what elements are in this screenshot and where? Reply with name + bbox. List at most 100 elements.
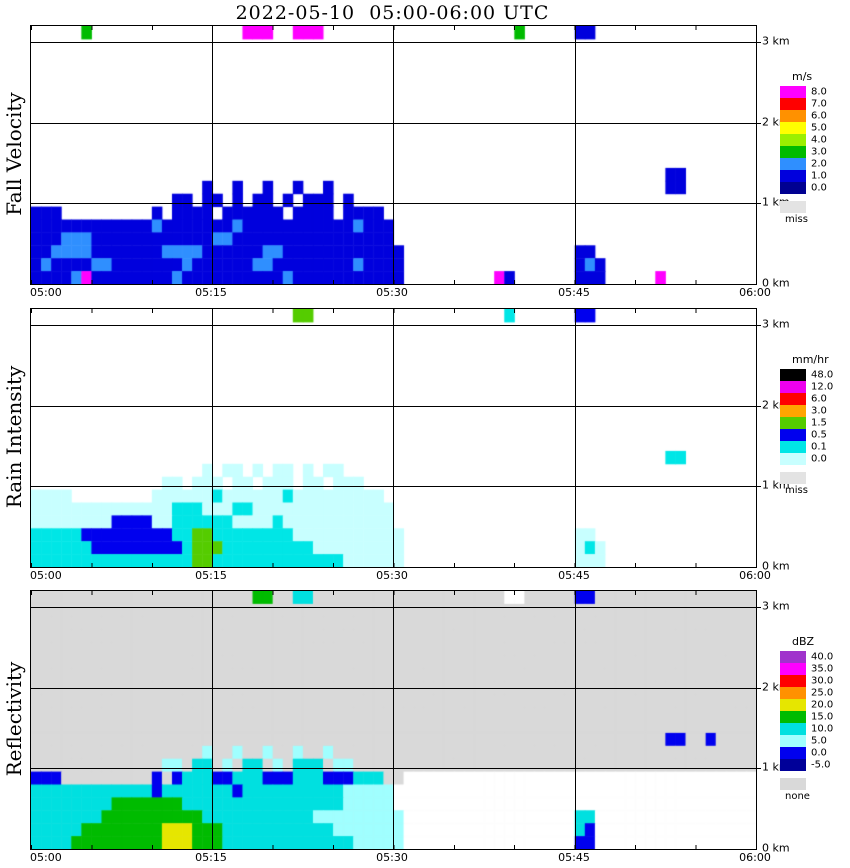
x-tick-label: 05:00	[30, 851, 62, 864]
legend-entry: -5.0	[780, 759, 846, 771]
y-axis-label-fall-velocity: Fall Velocity	[2, 92, 26, 216]
legend-missing-box	[780, 472, 806, 484]
y-axis-tick	[756, 406, 761, 407]
plot-area-fall-velocity	[30, 25, 761, 285]
x-axis-minor-ticks	[31, 845, 756, 849]
legend-threshold-label: 3.0	[811, 405, 827, 417]
x-tick-label: 05:45	[558, 286, 590, 299]
legend-entry: 30.0	[780, 675, 846, 687]
gridline-vertical	[575, 26, 576, 284]
y-tick-label: 3 km	[762, 34, 790, 48]
gridline-vertical	[575, 591, 576, 849]
legend-entry: 0.0	[780, 453, 846, 465]
y-axis-label-reflectivity: Reflectivity	[2, 661, 26, 777]
legend-threshold-label: 2.0	[811, 158, 827, 170]
legend-missing-label: miss	[785, 214, 808, 225]
legend-entry: 1.5	[780, 417, 846, 429]
panel-rain-intensity: Rain Intensity 3 km 2 km 1 km 0 km 05:00…	[0, 308, 850, 582]
legend-color-box	[780, 369, 806, 381]
legend-entry: 10.0	[780, 723, 846, 735]
legend-threshold-label: 20.0	[811, 699, 834, 711]
legend-entry: 0.1	[780, 441, 846, 453]
y-axis-tick	[756, 607, 761, 608]
y-tick-label: 3 km	[762, 599, 790, 613]
legend-entry: 3.0	[780, 146, 846, 158]
legend-entry: 35.0	[780, 663, 846, 675]
y-tick-label: 0 km	[762, 559, 790, 573]
gridline-horizontal	[31, 406, 756, 407]
gridline-vertical	[393, 26, 394, 284]
x-tick-label: 05:15	[195, 286, 227, 299]
legend-entry: 1.0	[780, 170, 846, 182]
legend-threshold-label: 1.0	[811, 170, 827, 182]
legend-threshold-label: 0.5	[811, 429, 827, 441]
legend-entry: 25.0	[780, 687, 846, 699]
legend-entry: 20.0	[780, 699, 846, 711]
x-tick-label: 05:30	[376, 286, 408, 299]
legend-color-box	[780, 86, 806, 98]
legend-threshold-label: 3.0	[811, 146, 827, 158]
legend-threshold-label: 5.0	[811, 122, 827, 134]
gridline-horizontal	[31, 42, 756, 43]
gridline-horizontal	[31, 486, 756, 487]
legend-color-box	[780, 687, 806, 699]
legend-threshold-label: 8.0	[811, 86, 827, 98]
legend-threshold-label: 25.0	[811, 687, 834, 699]
y-axis-tick	[756, 42, 761, 43]
legend-color-box	[780, 158, 806, 170]
legend-units-label: m/s	[792, 70, 813, 83]
legend-color-box	[780, 381, 806, 393]
plot-area-reflectivity	[30, 590, 761, 850]
x-axis-minor-ticks	[31, 309, 756, 313]
legend-threshold-label: -5.0	[811, 759, 831, 771]
gridline-vertical	[393, 309, 394, 567]
legend-color-box	[780, 651, 806, 663]
legend-threshold-label: 5.0	[811, 735, 827, 747]
x-axis-minor-ticks	[31, 26, 756, 30]
legend-entry: 4.0	[780, 134, 846, 146]
legend-threshold-label: 6.0	[811, 110, 827, 122]
x-tick-label: 05:45	[558, 851, 590, 864]
gridline-horizontal	[31, 203, 756, 204]
gridline-horizontal	[31, 688, 756, 689]
legend-entry: 0.0	[780, 182, 846, 194]
legend-color-box	[780, 122, 806, 134]
legend-color-box	[780, 735, 806, 747]
legend-reflectivity: dBZ 40.0 35.0 30.0 25.0 20.0 15.0 10.0 5.0 0.0 -5.…	[780, 635, 846, 802]
gridline-horizontal	[31, 768, 756, 769]
legend-threshold-label: 48.0	[811, 369, 834, 381]
plot-title: 2022-05-10 05:00-06:00 UTC	[235, 2, 550, 24]
y-axis-tick	[756, 768, 761, 769]
x-tick-label: 05:15	[195, 851, 227, 864]
legend-color-box	[780, 441, 806, 453]
gridline-vertical	[575, 309, 576, 567]
y-axis-tick	[756, 203, 761, 204]
y-axis-tick	[756, 688, 761, 689]
legend-entry: 15.0	[780, 711, 846, 723]
legend-entry: 0.0	[780, 747, 846, 759]
legend-threshold-label: 10.0	[811, 723, 834, 735]
legend-missing-label: none	[785, 791, 810, 802]
legend-missing-box	[780, 778, 806, 790]
legend-color-box	[780, 405, 806, 417]
y-axis-tick	[756, 486, 761, 487]
gridline-vertical	[212, 591, 213, 849]
legend-color-box	[780, 417, 806, 429]
legend-entry: 2.0	[780, 158, 846, 170]
legend-threshold-label: 15.0	[811, 711, 834, 723]
legend-color-box	[780, 98, 806, 110]
legend-color-box	[780, 134, 806, 146]
x-tick-label: 05:30	[376, 851, 408, 864]
legend-color-box	[780, 675, 806, 687]
x-tick-label: 06:00	[739, 286, 771, 299]
legend-missing-label: miss	[785, 485, 808, 496]
legend-threshold-label: 4.0	[811, 134, 827, 146]
legend-color-box	[780, 170, 806, 182]
legend-color-box	[780, 699, 806, 711]
x-axis-minor-ticks	[31, 280, 756, 284]
y-axis-tick	[756, 123, 761, 124]
legend-color-box	[780, 723, 806, 735]
gridline-vertical	[212, 26, 213, 284]
legend-color-box	[780, 110, 806, 122]
legend-entry: 7.0	[780, 98, 846, 110]
